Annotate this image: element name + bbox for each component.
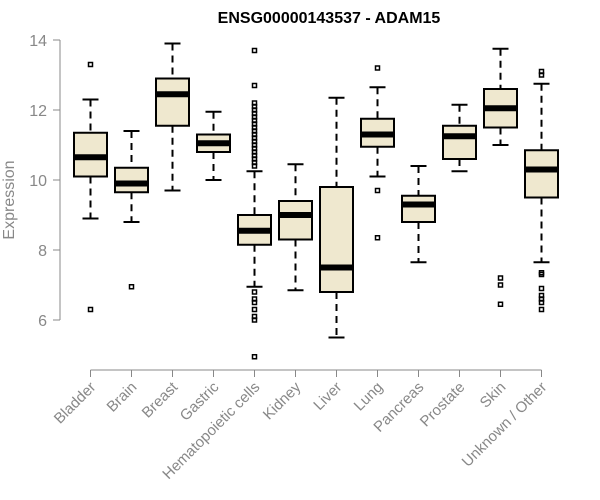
box (319, 186, 354, 293)
outlier-point (538, 271, 545, 278)
box-group-liver (319, 96, 354, 339)
outlier-point (538, 306, 545, 313)
plot-area (73, 42, 559, 360)
outlier-point (374, 187, 381, 194)
box-group-pancreas (401, 165, 436, 264)
outlier-point (251, 354, 258, 360)
outlier-point (538, 285, 545, 292)
box (155, 77, 190, 127)
outlier-point (251, 82, 258, 89)
outlier-point (497, 282, 504, 288)
outlier-point (251, 306, 258, 313)
x-category-label: Breast (139, 378, 182, 421)
x-category-label: Skin (477, 379, 510, 412)
y-tick-label: 12 (29, 103, 47, 120)
outlier-point (251, 317, 258, 323)
x-category-label: Liver (310, 379, 345, 414)
outlier-point (251, 289, 258, 295)
y-tick-label: 8 (38, 243, 47, 260)
outlier-point (87, 61, 94, 68)
x-category-label: Brain (104, 379, 141, 416)
box (442, 124, 477, 160)
outlier-point (538, 299, 545, 306)
x-category-label: Prostate (417, 379, 469, 431)
x-category-label: Bladder (51, 379, 100, 428)
chart-title: ENSG00000143537 - ADAM15 (218, 10, 441, 27)
x-category-label: Kidney (260, 378, 305, 423)
y-tick-label: 14 (29, 33, 47, 50)
box (114, 166, 149, 194)
box-group-hematopoietic-cells (237, 47, 272, 360)
box-group-kidney (278, 163, 313, 292)
box-group-breast (155, 42, 190, 192)
outlier-point (251, 299, 258, 306)
outlier-point (374, 235, 381, 241)
outlier-point (87, 306, 94, 313)
box (401, 194, 436, 223)
outlier-point (538, 72, 545, 78)
y-axis-label: Expression (1, 160, 18, 239)
box-group-lung (360, 65, 395, 241)
outlier-point (497, 301, 504, 307)
box-group-brain (114, 130, 149, 290)
y-tick-label: 6 (38, 313, 47, 330)
outlier-point (497, 275, 504, 281)
outlier-point (128, 284, 135, 290)
y-axis: 6 8 10 12 14 (29, 33, 61, 330)
box-group-prostate (442, 103, 477, 173)
box-group-skin (483, 47, 518, 307)
box (278, 200, 313, 241)
box-group-bladder (73, 61, 108, 313)
outlier-point (251, 47, 258, 54)
box-group-gastric (196, 110, 231, 181)
x-category-label: Lung (351, 379, 387, 415)
outlier-point (374, 65, 381, 71)
box (524, 149, 559, 199)
y-tick-label: 10 (29, 173, 47, 190)
box-group-unknown-other (524, 68, 559, 313)
outlier-point (251, 163, 258, 169)
